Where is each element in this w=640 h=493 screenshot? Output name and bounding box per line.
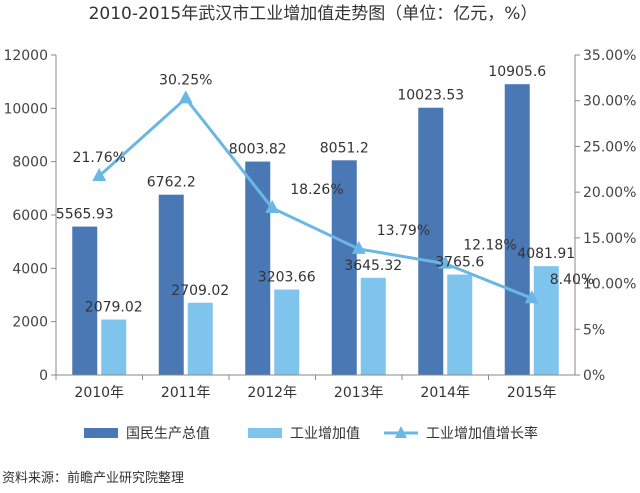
growth-rate-marker <box>92 168 107 182</box>
growth-rate-label: 30.25% <box>159 72 212 88</box>
bar-industrial-value <box>187 302 213 375</box>
bar-industrial-value <box>101 319 127 375</box>
growth-rate-label: 13.79% <box>377 223 430 239</box>
bars <box>72 84 559 376</box>
right-tick-label: 20.00% <box>583 185 636 201</box>
chart-title: 2010-2015年武汉市工业增加值走势图（单位：亿元，%） <box>89 4 538 24</box>
industrial-value-label: 3765.6 <box>435 255 484 271</box>
bar-industrial-value <box>533 266 559 375</box>
bar-gdp <box>504 84 530 376</box>
right-tick-label: 10.00% <box>583 277 636 293</box>
growth-rate-marker <box>351 240 366 254</box>
gdp-value-label: 8051.2 <box>320 140 369 156</box>
right-tick-label: 5% <box>583 322 605 338</box>
gdp-value-label: 10023.53 <box>397 88 464 104</box>
legend-label: 工业增加值 <box>290 426 360 442</box>
growth-rate-marker <box>178 90 193 104</box>
growth-rate-label: 8.40% <box>550 272 594 288</box>
industrial-value-label: 2079.02 <box>85 300 143 316</box>
legend-swatch <box>84 428 118 438</box>
bar-gdp <box>158 194 184 375</box>
gdp-value-label: 8003.82 <box>229 142 287 158</box>
legend-marker <box>395 426 407 438</box>
right-tick-label: 35.00% <box>583 48 636 64</box>
growth-rate-marker <box>438 255 453 269</box>
industrial-value-label: 4081.91 <box>517 246 575 262</box>
category-label: 2014年 <box>420 385 470 401</box>
category-label: 2012年 <box>247 385 297 401</box>
left-tick-label: 8000 <box>12 155 48 171</box>
gdp-value-label: 10905.6 <box>488 64 546 80</box>
left-tick-label: 6000 <box>12 208 48 224</box>
category-label: 2013年 <box>334 385 384 401</box>
growth-line <box>92 90 539 304</box>
gdp-value-label: 6762.2 <box>147 175 196 191</box>
right-tick-label: 25.00% <box>583 139 636 155</box>
bar-industrial-value <box>360 277 386 375</box>
growth-rate-marker <box>524 290 539 304</box>
bar-industrial-value <box>447 274 473 375</box>
legend-label: 国民生产总值 <box>126 426 210 442</box>
growth-rate-line <box>98 96 533 300</box>
legend-label: 工业增加值增长率 <box>426 425 538 442</box>
bar-gdp <box>72 226 98 375</box>
category-label: 2011年 <box>161 385 211 401</box>
growth-rate-label: 21.76% <box>73 150 126 166</box>
left-tick-label: 10000 <box>3 101 48 117</box>
industrial-value-label: 2709.02 <box>171 283 229 299</box>
right-axis: 0% 5% 10.00% 15.00% 20.00% 25.00% 30.00% 35.00% <box>574 48 636 384</box>
growth-rate-label: 18.26% <box>290 182 343 198</box>
left-tick-label: 12000 <box>3 48 48 64</box>
bar-industrial-value <box>274 289 300 375</box>
growth-rate-label: 12.18% <box>463 238 516 254</box>
category-label: 2015年 <box>507 385 557 401</box>
left-tick-label: 0 <box>39 368 48 384</box>
bar-gdp <box>245 161 271 375</box>
legend-swatch <box>248 428 282 438</box>
source-note: 资料来源：前瞻产业研究院整理 <box>2 470 184 486</box>
legend: 国民生产总值 工业增加值 工业增加值增长率 <box>84 425 538 442</box>
industrial-value-label: 3645.32 <box>344 258 402 274</box>
left-axis: 0 2000 4000 6000 8000 10000 12000 <box>3 48 57 384</box>
right-tick-label: 30.00% <box>583 94 636 110</box>
bar-gdp <box>331 160 357 375</box>
category-axis: 2010年 2011年 2012年 2013年 2014年 2015年 <box>55 374 575 401</box>
growth-rate-marker <box>265 200 280 214</box>
left-tick-label: 4000 <box>12 261 48 277</box>
right-tick-label: 0% <box>583 368 605 384</box>
category-label: 2010年 <box>74 385 124 401</box>
industrial-value-label: 3203.66 <box>258 270 316 286</box>
gdp-value-label: 5565.93 <box>56 207 114 223</box>
left-tick-label: 2000 <box>12 315 48 331</box>
bar-gdp <box>418 107 444 375</box>
data-labels: 5565.93 2079.02 6762.2 2709.02 8003.82 3203.6… <box>56 64 594 315</box>
right-tick-label: 15.00% <box>583 231 636 247</box>
